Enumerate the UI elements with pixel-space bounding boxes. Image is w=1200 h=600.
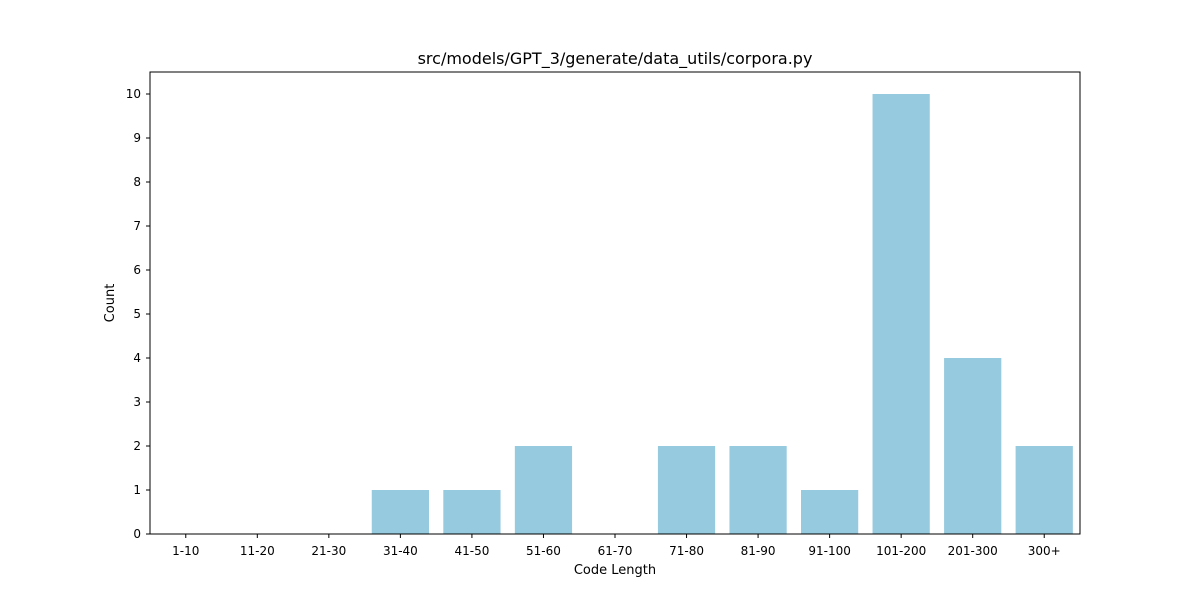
x-tick-label: 101-200	[876, 544, 926, 558]
bar-101-200	[872, 94, 930, 534]
bars-layer	[371, 94, 1073, 534]
x-tick-label: 21-30	[311, 544, 346, 558]
x-tick-label: 81-90	[741, 544, 776, 558]
bar-300+	[1015, 446, 1073, 534]
x-tick-label: 1-10	[172, 544, 199, 558]
x-tick-label: 91-100	[808, 544, 851, 558]
y-tick-label: 1	[133, 483, 141, 497]
y-tick-label: 6	[133, 263, 141, 277]
y-tick-label: 5	[133, 307, 141, 321]
bar-51-60	[514, 446, 573, 534]
x-tick-label: 71-80	[669, 544, 704, 558]
bar-71-80	[657, 446, 716, 534]
bar-81-90	[729, 446, 787, 534]
y-tick-label: 4	[133, 351, 141, 365]
y-tick-label: 7	[133, 219, 141, 233]
x-tick-label: 31-40	[383, 544, 418, 558]
bar-31-40	[371, 490, 429, 534]
bar-41-50	[443, 490, 501, 534]
y-axis-label: Count	[103, 284, 118, 323]
x-tick-label: 201-300	[948, 544, 998, 558]
plot-frame	[149, 71, 1081, 535]
x-tick-label: 61-70	[598, 544, 633, 558]
x-tick-label: 51-60	[526, 544, 561, 558]
y-tick-label: 9	[133, 131, 141, 145]
y-tick-label: 0	[133, 527, 141, 541]
bar-91-100	[801, 490, 859, 534]
y-tick-label: 10	[126, 87, 141, 101]
x-axis-label: Code Length	[574, 563, 656, 578]
x-tick-label: 41-50	[454, 544, 489, 558]
x-tick-label: 11-20	[240, 544, 275, 558]
bar-201-300	[944, 358, 1002, 534]
chart-title: src/models/GPT_3/generate/data_utils/cor…	[418, 49, 813, 69]
y-tick-label: 8	[133, 175, 141, 189]
y-tick-label: 2	[133, 439, 141, 453]
y-tick-label: 3	[133, 395, 141, 409]
x-tick-label: 300+	[1028, 544, 1061, 558]
ticks-layer: 1-10 11-20 21-30 31-40 41-50 51-60 61-70 71-80 8…	[126, 87, 1061, 558]
